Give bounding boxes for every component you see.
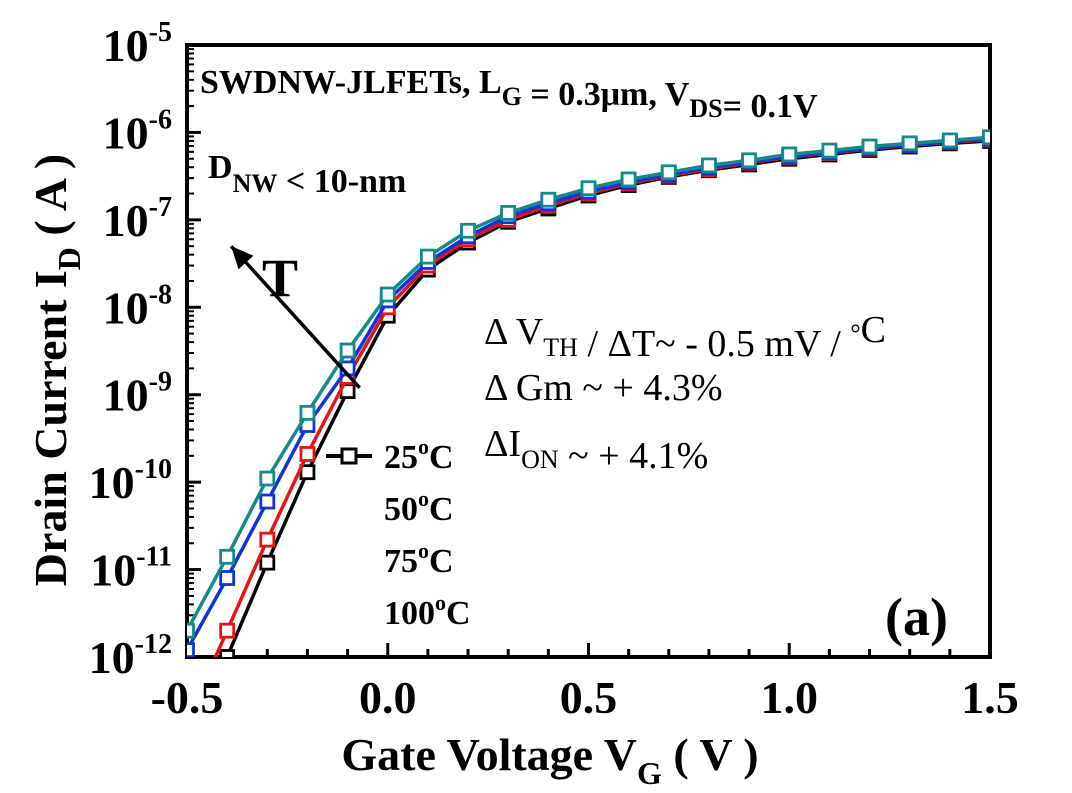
data-point <box>259 554 276 571</box>
data-point <box>701 157 717 174</box>
temperature-arrow-label: T <box>262 248 298 308</box>
legend: 25oC 50oC 75oC 100oC <box>326 434 471 632</box>
data-point <box>187 642 195 657</box>
data-point <box>580 180 597 197</box>
data-point <box>660 164 677 181</box>
data-point <box>982 129 990 146</box>
data-point <box>500 205 517 221</box>
x-tick-label: 0.0 <box>359 672 417 723</box>
data-point <box>219 622 236 639</box>
legend-entry: 25oC <box>384 434 454 476</box>
axes-layer: -0.5 0.0 0.5 1.0 1.5 10-12 10-11 10-10 10-9 10-8 1… <box>25 17 1019 791</box>
data-point <box>299 464 316 481</box>
data-point <box>901 135 918 152</box>
y-axis-title-text: Drain Current ID ( A ) <box>25 154 87 586</box>
legend-swatch-marker <box>340 447 358 465</box>
data-point <box>299 404 316 421</box>
data-point <box>299 446 316 462</box>
y-tick-label: 10-9 <box>103 367 172 421</box>
x-tick-label: 0.5 <box>560 672 618 723</box>
panel-label: (a) <box>885 587 948 647</box>
y-tick-label: 10-5 <box>103 17 172 71</box>
y-tick-label: 10-6 <box>103 104 172 158</box>
vth-annotation: Δ VTH / ΔT~ - 0.5 mV / °C <box>484 309 886 365</box>
data-point <box>861 138 878 155</box>
y-axis-title: Drain Current ID ( A ) <box>25 154 87 586</box>
data-point <box>540 191 557 208</box>
ion-annotation: ΔION ~ + 4.1% <box>484 423 708 477</box>
gm-annotation: Δ Gm ~ + 4.3% <box>484 367 722 409</box>
data-point <box>339 342 356 359</box>
header-annotation: SWDNW-JLFETs, LG = 0.3μm, VDS= 0.1V <box>200 64 818 125</box>
x-tick-label: 1.5 <box>961 672 1019 723</box>
data-point <box>419 248 436 265</box>
data-point <box>741 152 757 169</box>
temperature-arrow <box>229 244 361 389</box>
data-point <box>460 222 476 239</box>
data-point <box>821 142 838 159</box>
data-point <box>259 470 276 487</box>
data-point <box>259 493 276 510</box>
data-point <box>941 132 958 149</box>
data-point <box>219 570 236 586</box>
data-point <box>219 548 236 565</box>
legend-entry: 100oC <box>384 590 471 632</box>
x-axis-title: Gate Voltage VG ( V ) <box>341 729 758 791</box>
y-tick-label: 10-11 <box>90 542 172 596</box>
x-tick-label: -0.5 <box>151 672 224 723</box>
y-tick-label: 10-7 <box>103 192 172 246</box>
y-tick-label: 10-8 <box>103 279 172 333</box>
data-point <box>259 531 276 548</box>
series-line-3 <box>187 136 990 654</box>
legend-entry: 50oC <box>384 486 454 528</box>
temperature-arrow-head <box>231 246 254 270</box>
data-point <box>379 286 396 303</box>
series-line-4 <box>187 135 990 635</box>
data-point <box>187 622 195 639</box>
x-tick-label: 1.0 <box>761 672 819 723</box>
y-tick-label: 10-12 <box>89 629 172 683</box>
series-layer <box>187 129 990 657</box>
data-point <box>620 171 637 188</box>
annotations: SWDNW-JLFETs, LG = 0.3μm, VDS= 0.1V DNW <… <box>200 64 948 647</box>
data-point <box>781 146 798 163</box>
legend-entry: 75oC <box>384 538 454 580</box>
y-tick-label: 10-10 <box>89 454 172 508</box>
dnw-annotation: DNW < 10-nm <box>208 149 406 200</box>
series-group <box>187 129 990 657</box>
data-point <box>219 649 236 657</box>
